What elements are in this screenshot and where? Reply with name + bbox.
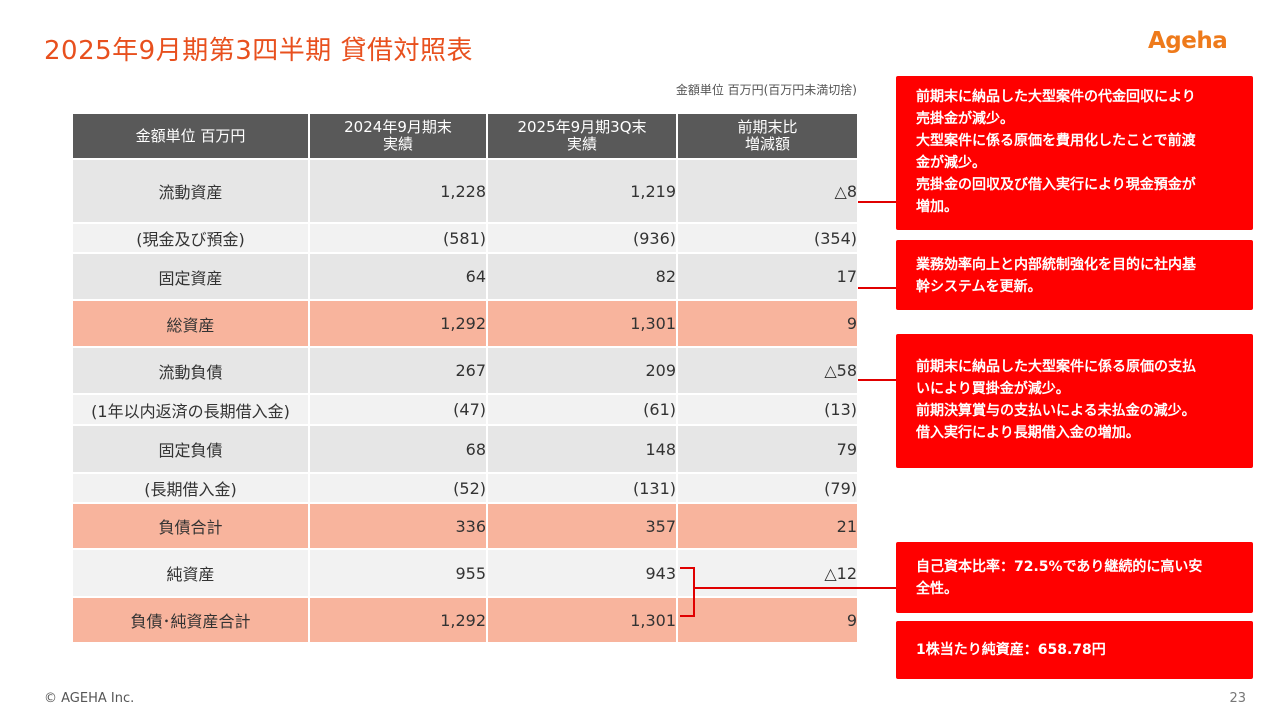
- callout-text: 大型案件に係る原価を費用化したことで前渡: [916, 133, 1196, 149]
- header-text-line: 増減額: [744, 135, 790, 153]
- callout-text: 自己資本比率：72.5%であり継続的に高い安: [916, 559, 1203, 575]
- table-row: 固定資産 64 82 17: [71, 252, 859, 301]
- cell-current: 1,301: [486, 596, 678, 644]
- table-row: (現金及び預金) (581) (936) (354): [71, 222, 859, 254]
- cell-diff: 21: [676, 502, 859, 550]
- table-row: 固定負債 68 148 79: [71, 424, 859, 474]
- header-current-period: 2025年9月期3Q末 実績: [486, 112, 678, 160]
- page-title: 2025年9月期第3四半期 貸借対照表: [44, 36, 474, 66]
- row-label: 総資産: [71, 299, 310, 348]
- row-label: (1年以内返済の長期借入金): [71, 393, 310, 426]
- bracket-line: [680, 567, 695, 617]
- callout-text: 幹システムを更新。: [916, 279, 1042, 295]
- row-label: (現金及び預金): [71, 222, 310, 254]
- table-row: 流動負債 267 209 △58: [71, 346, 859, 395]
- cell-diff: (79): [676, 472, 859, 504]
- callout-text: 金が減少。: [916, 155, 986, 171]
- callout-bps: 1株当たり純資産：658.78円: [896, 621, 1253, 679]
- cell-prev: (52): [308, 472, 488, 504]
- table-row: 純資産 955 943 △12: [71, 548, 859, 598]
- callout-text: 前期決算賞与の支払いによる未払金の減少。: [916, 403, 1196, 419]
- page-number: 23: [1229, 691, 1246, 706]
- header-item: 金額単位 百万円: [71, 112, 310, 160]
- row-label: 流動資産: [71, 158, 310, 224]
- cell-prev: 1,292: [308, 596, 488, 644]
- header-text-line: 2025年9月期3Q末: [517, 118, 647, 136]
- table-row: 流動資産 1,228 1,219 △8: [71, 158, 859, 224]
- cell-current: 148: [486, 424, 678, 474]
- cell-diff: (354): [676, 222, 859, 254]
- cell-prev: 267: [308, 346, 488, 395]
- header-text-line: 実績: [566, 135, 597, 153]
- cell-diff: (13): [676, 393, 859, 426]
- callout-text: いにより買掛金が減少。: [916, 381, 1070, 397]
- row-label: 固定資産: [71, 252, 310, 301]
- row-label: 負債合計: [71, 502, 310, 550]
- callout-text: 売掛金が減少。: [916, 111, 1014, 127]
- table-row-total: 負債･純資産合計 1,292 1,301 9: [71, 596, 859, 644]
- row-label: 流動負債: [71, 346, 310, 395]
- cell-current: 209: [486, 346, 678, 395]
- callout-text: 前期末に納品した大型案件の代金回収により: [916, 89, 1196, 105]
- header-difference: 前期末比 増減額: [676, 112, 859, 160]
- cell-diff: 9: [676, 596, 859, 644]
- cell-diff: 17: [676, 252, 859, 301]
- cell-current: 943: [486, 548, 678, 598]
- cell-diff: △8: [676, 158, 859, 224]
- header-prev-period: 2024年9月期末 実績: [308, 112, 488, 160]
- callout-text: 1株当たり純資産：658.78円: [916, 642, 1106, 658]
- cell-current: (936): [486, 222, 678, 254]
- table-row-total: 総資産 1,292 1,301 9: [71, 299, 859, 348]
- table-header-row: 金額単位 百万円 2024年9月期末 実績 2025年9月期3Q末 実績 前期末比増…: [71, 112, 859, 160]
- cell-diff: 9: [676, 299, 859, 348]
- cell-prev: (47): [308, 393, 488, 426]
- callout-equity-ratio: 自己資本比率：72.5%であり継続的に高い安 全性。: [896, 542, 1253, 613]
- cell-current: 1,301: [486, 299, 678, 348]
- cell-prev: 64: [308, 252, 488, 301]
- table-row-total: 負債合計 336 357 21: [71, 502, 859, 550]
- callout-text: 借入実行により長期借入金の増加。: [916, 425, 1140, 441]
- callout-text: 増加。: [916, 199, 958, 215]
- cell-prev: 336: [308, 502, 488, 550]
- callout-text: 全性。: [916, 581, 958, 597]
- balance-sheet-table: 金額単位 百万円 2024年9月期末 実績 2025年9月期3Q末 実績 前期末比増…: [71, 112, 859, 644]
- cell-prev: (581): [308, 222, 488, 254]
- cell-current: (61): [486, 393, 678, 426]
- table-row: (長期借入金) (52) (131) (79): [71, 472, 859, 504]
- table-row: (1年以内返済の長期借入金) (47) (61) (13): [71, 393, 859, 426]
- header-text-line: 2024年9月期末: [344, 118, 452, 136]
- cell-current: (131): [486, 472, 678, 504]
- copyright: © AGEHA Inc.: [44, 691, 135, 706]
- callout-fixed-assets: 業務効率向上と内部統制強化を目的に社内基 幹システムを更新。: [896, 240, 1253, 310]
- cell-prev: 955: [308, 548, 488, 598]
- cell-current: 82: [486, 252, 678, 301]
- cell-diff: 79: [676, 424, 859, 474]
- cell-prev: 68: [308, 424, 488, 474]
- cell-diff: △58: [676, 346, 859, 395]
- row-label: 負債･純資産合計: [71, 596, 310, 644]
- row-label: 純資産: [71, 548, 310, 598]
- callout-current-assets: 前期末に納品した大型案件の代金回収により 売掛金が減少。 大型案件に係る原価を費…: [896, 76, 1253, 230]
- callout-text: 業務効率向上と内部統制強化を目的に社内基: [916, 257, 1196, 273]
- header-text-line: 実績: [382, 135, 413, 153]
- unit-note: 金額単位 百万円(百万円未満切捨): [675, 83, 857, 97]
- header-text-line: 前期末比: [737, 118, 798, 136]
- cell-prev: 1,228: [308, 158, 488, 224]
- row-label: 固定負債: [71, 424, 310, 474]
- callout-text: 前期末に納品した大型案件に係る原価の支払: [916, 359, 1196, 375]
- company-logo: Ageha: [1148, 28, 1228, 54]
- row-label: (長期借入金): [71, 472, 310, 504]
- cell-prev: 1,292: [308, 299, 488, 348]
- cell-current: 357: [486, 502, 678, 550]
- callout-text: 売掛金の回収及び借入実行により現金預金が: [916, 177, 1196, 193]
- cell-current: 1,219: [486, 158, 678, 224]
- callout-liabilities: 前期末に納品した大型案件に係る原価の支払 いにより買掛金が減少。 前期決算賞与の…: [896, 334, 1253, 468]
